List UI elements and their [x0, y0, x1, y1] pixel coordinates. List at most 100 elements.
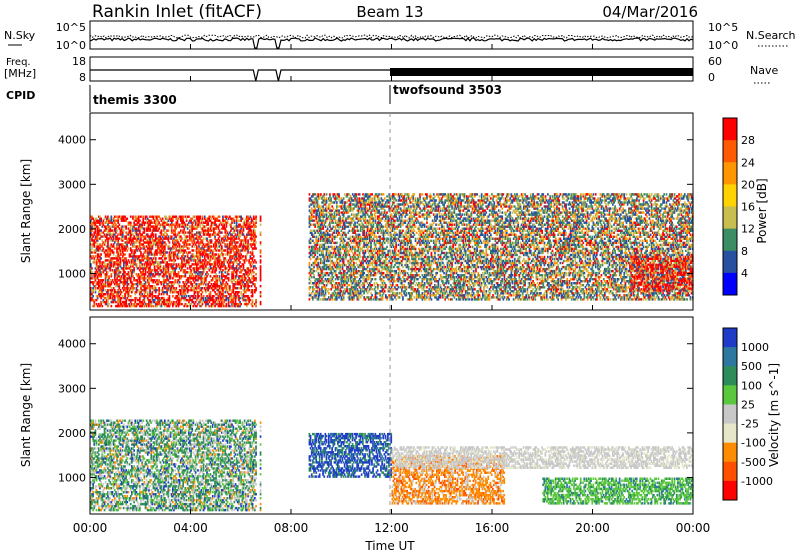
noise-left-tick-top: 10^5 — [56, 21, 86, 34]
echo-cell — [243, 255, 245, 257]
echo-cell — [215, 253, 217, 255]
cpid-row: CPID themis 3300 twofsound 3503 — [6, 83, 502, 112]
echo-cell — [228, 273, 230, 275]
echo-cell — [187, 227, 189, 229]
echo-cell — [139, 220, 141, 222]
echo-cell — [202, 287, 204, 289]
echo-cell — [120, 257, 122, 259]
echo-cell — [161, 229, 163, 231]
echo-cell — [336, 197, 338, 199]
echo-cell — [311, 264, 313, 266]
echo-cell — [153, 305, 155, 307]
echo-cell — [219, 216, 221, 218]
echo-cell — [222, 269, 224, 271]
echo-cell — [100, 253, 102, 255]
echo-cell — [111, 305, 113, 307]
noise-right-tick-top: 10^5 — [708, 21, 738, 34]
echo-cell — [255, 261, 257, 263]
echo-cell — [125, 225, 127, 227]
echo-cell — [124, 253, 126, 255]
echo-cell — [210, 291, 212, 293]
echo-cell — [329, 264, 331, 266]
echo-cell — [250, 299, 252, 301]
echo-cell — [246, 259, 248, 261]
echo-cell — [91, 251, 93, 253]
radar-summary-figure: Rankin Inlet (fitACF) Beam 13 04/Mar/201… — [0, 0, 800, 554]
echo-cell — [336, 242, 338, 244]
echo-cell — [202, 291, 204, 293]
echo-cell — [309, 246, 311, 248]
echo-cell — [119, 224, 121, 226]
echo-cell — [326, 205, 328, 207]
echo-cell — [260, 285, 262, 287]
echo-cell — [222, 216, 224, 218]
echo-cell — [152, 269, 154, 271]
echo-cell — [240, 303, 242, 305]
echo-cell — [338, 209, 340, 211]
echo-cell — [355, 193, 357, 195]
echo-cell — [178, 255, 180, 257]
echo-cell — [111, 216, 113, 218]
echo-cell — [221, 245, 223, 247]
echo-cell — [229, 285, 231, 287]
echo-cell — [201, 235, 203, 237]
echo-cell — [331, 284, 333, 286]
echo-cell — [144, 227, 146, 229]
echo-cell — [91, 267, 93, 269]
echo-cell — [182, 216, 184, 218]
echo-cell — [165, 257, 167, 259]
echo-cell — [255, 299, 257, 301]
echo-cell — [187, 305, 189, 307]
echo-cell — [354, 222, 356, 224]
echo-cell — [355, 268, 357, 270]
echo-cell — [354, 252, 356, 254]
echo-cell — [206, 237, 208, 239]
echo-cell — [132, 216, 134, 218]
echo-cell — [353, 213, 355, 215]
cpid-mode-2: twofsound 3503 — [393, 83, 502, 97]
echo-cell — [325, 226, 327, 228]
echo-cell — [202, 277, 204, 279]
echo-cell — [255, 277, 257, 279]
echo-cell — [222, 253, 224, 255]
echo-cell — [341, 252, 343, 254]
echo-cell — [313, 264, 315, 266]
echo-cell — [310, 280, 312, 282]
echo-cell — [103, 247, 105, 249]
echo-cell — [330, 230, 332, 232]
echo-cell — [333, 280, 335, 282]
echo-cell — [310, 242, 312, 244]
echo-cell — [219, 275, 221, 277]
echo-cell — [353, 296, 355, 298]
echo-cell — [355, 262, 357, 264]
echo-cell — [343, 296, 345, 298]
echo-cell — [357, 276, 359, 278]
echo-cell — [107, 289, 109, 291]
echo-cell — [311, 224, 313, 226]
echo-cell — [216, 275, 218, 277]
echo-cell — [195, 295, 197, 297]
echo-cell — [179, 281, 181, 283]
echo-cell — [210, 275, 212, 277]
echo-cell — [204, 216, 206, 218]
echo-cell — [319, 197, 321, 199]
echo-cell — [248, 285, 250, 287]
echo-cell — [309, 262, 311, 264]
echo-cell — [346, 286, 348, 288]
echo-cell — [322, 290, 324, 292]
noise-sky-label: N.Sky — [4, 29, 36, 42]
echo-cell — [337, 286, 339, 288]
echo-cell — [323, 284, 325, 286]
echo-cell — [330, 197, 332, 199]
echo-cell — [144, 245, 146, 247]
echo-cell — [260, 291, 262, 293]
date-title: 04/Mar/2016 — [602, 3, 698, 21]
echo-cell — [103, 279, 105, 281]
echo-cell — [349, 284, 351, 286]
echo-cell — [126, 218, 128, 220]
echo-cell — [203, 237, 205, 239]
echo-cell — [237, 241, 239, 243]
echo-cell — [327, 242, 329, 244]
echo-cell — [188, 216, 190, 218]
echo-cell — [136, 263, 138, 265]
